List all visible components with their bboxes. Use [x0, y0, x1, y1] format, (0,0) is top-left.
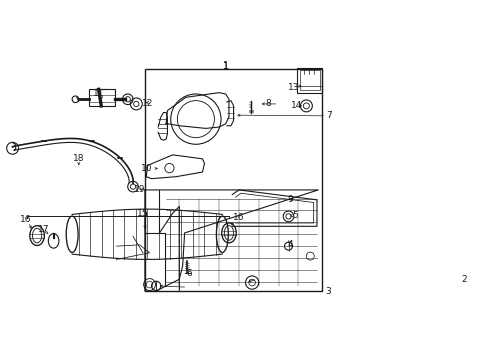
Text: 15: 15 — [137, 208, 148, 217]
Text: 2: 2 — [460, 275, 466, 284]
Bar — [297, 68, 322, 93]
Bar — [88, 89, 115, 106]
Text: 4: 4 — [287, 240, 293, 249]
Text: 1: 1 — [222, 61, 228, 71]
Text: 6: 6 — [186, 269, 192, 278]
Text: 16: 16 — [233, 213, 244, 222]
Text: 19: 19 — [134, 185, 145, 194]
Text: 7: 7 — [325, 111, 331, 120]
Text: 5: 5 — [292, 211, 297, 220]
Text: 3: 3 — [325, 287, 330, 296]
Text: 1: 1 — [223, 62, 228, 71]
Text: 10: 10 — [140, 164, 152, 173]
Bar — [299, 70, 319, 90]
Text: 9: 9 — [286, 195, 292, 204]
Text: 16: 16 — [20, 215, 32, 224]
Text: 17: 17 — [38, 225, 49, 234]
Text: 13: 13 — [287, 83, 299, 92]
Text: 8: 8 — [265, 99, 271, 108]
Text: 11: 11 — [93, 90, 104, 99]
Bar — [144, 69, 322, 291]
Text: 12: 12 — [142, 99, 153, 108]
Text: 14: 14 — [290, 102, 302, 111]
Text: 18: 18 — [73, 154, 84, 163]
